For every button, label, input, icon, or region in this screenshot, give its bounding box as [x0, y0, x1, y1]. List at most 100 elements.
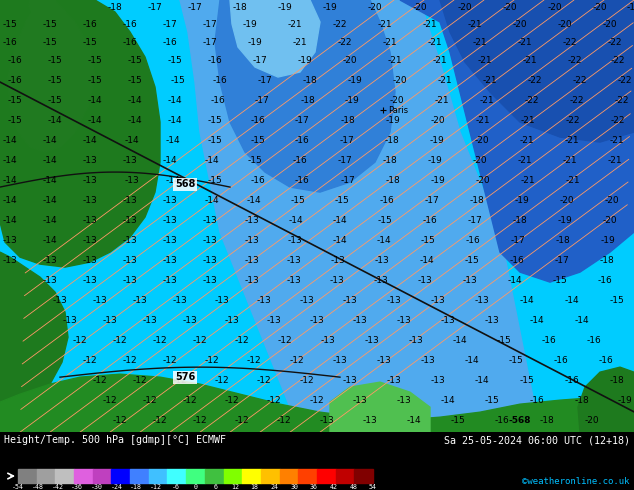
- Text: 48: 48: [349, 484, 358, 490]
- Text: -17: -17: [188, 2, 202, 11]
- Text: -12: -12: [113, 416, 127, 425]
- Text: -21: -21: [437, 75, 452, 85]
- Text: -14: -14: [377, 236, 391, 245]
- Text: -19: -19: [515, 196, 529, 205]
- Text: -21: -21: [387, 55, 403, 65]
- Text: -14: -14: [163, 155, 178, 165]
- Text: -18: -18: [302, 75, 318, 85]
- Text: -13: -13: [418, 275, 432, 285]
- Text: -14: -14: [333, 236, 347, 245]
- Text: -20: -20: [343, 55, 358, 65]
- Text: -16: -16: [250, 116, 266, 124]
- Text: -13: -13: [342, 295, 358, 305]
- Text: -17: -17: [203, 38, 217, 47]
- Bar: [18, 469, 37, 483]
- Bar: [37, 469, 55, 483]
- Text: -12: -12: [113, 336, 127, 344]
- Text: -24: -24: [110, 484, 122, 490]
- Text: -19: -19: [430, 136, 444, 145]
- Text: -14: -14: [288, 216, 303, 224]
- Text: -13: -13: [82, 256, 98, 265]
- Text: -18: -18: [555, 236, 571, 245]
- Text: -16: -16: [207, 55, 223, 65]
- Text: -13: -13: [122, 275, 138, 285]
- Text: -21: -21: [565, 136, 579, 145]
- Text: -13: -13: [377, 356, 391, 365]
- Polygon shape: [0, 0, 160, 267]
- Text: -14: -14: [42, 175, 57, 185]
- Text: -14: -14: [48, 116, 62, 124]
- Text: -12: -12: [235, 336, 249, 344]
- Text: -15: -15: [378, 216, 392, 224]
- Text: -16: -16: [250, 175, 266, 185]
- Text: 568: 568: [175, 179, 195, 189]
- Text: -12: -12: [205, 356, 219, 365]
- Text: -14: -14: [165, 175, 180, 185]
- Text: -12: -12: [103, 395, 117, 405]
- Text: -16: -16: [293, 155, 307, 165]
- Text: -15: -15: [42, 38, 57, 47]
- Text: -21: -21: [566, 175, 580, 185]
- Text: -21: -21: [521, 175, 535, 185]
- Text: -13: -13: [463, 275, 477, 285]
- Text: -22: -22: [611, 116, 625, 124]
- Bar: [149, 469, 167, 483]
- Text: -13: -13: [409, 336, 424, 344]
- Text: -16: -16: [423, 216, 437, 224]
- Polygon shape: [8, 0, 95, 152]
- Text: -18: -18: [600, 256, 614, 265]
- Text: -17: -17: [340, 136, 354, 145]
- Text: -20: -20: [413, 2, 427, 11]
- Text: -12: -12: [224, 395, 239, 405]
- Text: 0: 0: [193, 484, 198, 490]
- Text: -15: -15: [127, 55, 143, 65]
- Text: 30: 30: [290, 484, 298, 490]
- Text: -17: -17: [510, 236, 526, 245]
- Text: -14: -14: [42, 155, 57, 165]
- Text: -12: -12: [153, 336, 167, 344]
- Text: -16: -16: [8, 55, 22, 65]
- Text: -19: -19: [427, 155, 443, 165]
- Text: -12: -12: [183, 395, 197, 405]
- Text: -21: -21: [482, 75, 497, 85]
- Text: -14: -14: [529, 316, 545, 325]
- Text: -13: -13: [122, 216, 138, 224]
- Text: -15: -15: [167, 55, 183, 65]
- Text: -19: -19: [297, 55, 313, 65]
- Text: -21: -21: [432, 55, 448, 65]
- Text: -14: -14: [475, 376, 489, 385]
- Text: -20: -20: [513, 20, 527, 28]
- Text: -16: -16: [465, 236, 481, 245]
- Text: -13: -13: [203, 236, 217, 245]
- Text: -22: -22: [563, 38, 577, 47]
- Text: -13: -13: [397, 316, 411, 325]
- Text: -14: -14: [87, 96, 102, 104]
- Text: -13: -13: [287, 275, 301, 285]
- Text: -18: -18: [574, 395, 590, 405]
- Text: -14: -14: [42, 236, 57, 245]
- Text: -22: -22: [618, 75, 632, 85]
- Text: -568: -568: [508, 416, 531, 425]
- Text: -12: -12: [235, 416, 249, 425]
- Text: -15: -15: [48, 55, 62, 65]
- Bar: [224, 469, 242, 483]
- Text: -12: -12: [93, 376, 107, 385]
- Text: -13: -13: [330, 275, 344, 285]
- Text: -18: -18: [108, 2, 122, 11]
- Text: -21: -21: [435, 96, 450, 104]
- Text: -22: -22: [611, 55, 625, 65]
- Text: -16: -16: [529, 395, 545, 405]
- Text: -13: -13: [320, 416, 334, 425]
- Text: -14: -14: [127, 116, 142, 124]
- Text: -21: -21: [518, 38, 533, 47]
- Text: -15: -15: [610, 295, 624, 305]
- Text: -20: -20: [476, 175, 490, 185]
- Polygon shape: [578, 367, 634, 432]
- Polygon shape: [0, 0, 20, 82]
- Text: -14: -14: [3, 136, 17, 145]
- Text: -13: -13: [122, 196, 138, 205]
- Bar: [298, 469, 317, 483]
- Text: -14: -14: [565, 295, 579, 305]
- Text: -15: -15: [335, 196, 349, 205]
- Text: -20: -20: [558, 20, 573, 28]
